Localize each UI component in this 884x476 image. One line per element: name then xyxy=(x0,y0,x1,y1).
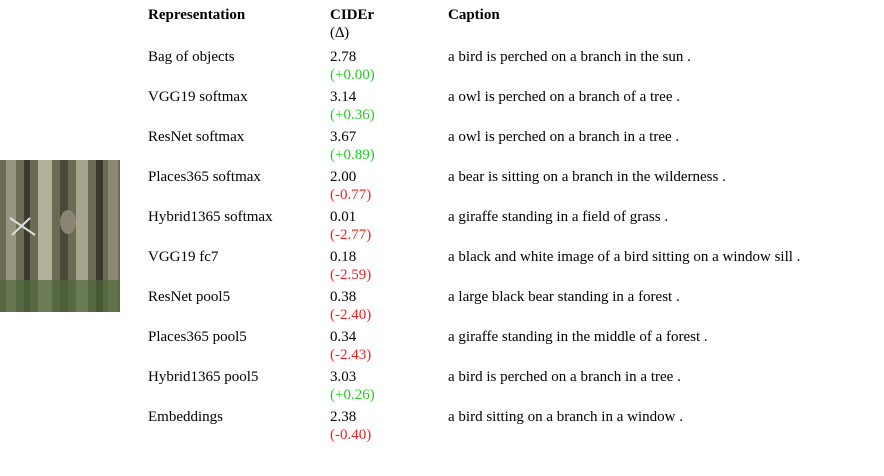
trunk xyxy=(38,160,52,312)
representation: Places365 softmax xyxy=(148,169,261,185)
caption: a giraffe standing in the middle of a fo… xyxy=(448,329,708,345)
cider: 3.03 xyxy=(330,369,357,385)
delta: (+0.00) xyxy=(330,67,375,83)
cider: 0.01 xyxy=(330,209,357,225)
trunk xyxy=(60,160,68,312)
caption: a black and white image of a bird sittin… xyxy=(448,249,801,265)
delta: (-0.40) xyxy=(330,427,372,443)
header-cider: CIDEr xyxy=(330,7,375,23)
caption: a bear is sitting on a branch in the wil… xyxy=(448,169,726,185)
representation: Bag of objects xyxy=(148,49,235,65)
caption: a owl is perched on a branch in a tree . xyxy=(448,129,680,145)
delta: (-2.43) xyxy=(330,347,372,363)
header-caption: Caption xyxy=(448,7,500,23)
cider: 0.18 xyxy=(330,249,357,265)
branch xyxy=(11,217,31,236)
trunk xyxy=(24,160,30,312)
branch xyxy=(9,217,36,236)
delta: (+0.36) xyxy=(330,107,375,123)
header-representation: Representation xyxy=(148,7,246,23)
cider: 3.67 xyxy=(330,129,357,145)
caption: a bird is perched on a branch in a tree … xyxy=(448,369,681,385)
representation: ResNet pool5 xyxy=(148,289,231,305)
representation: VGG19 softmax xyxy=(148,89,248,105)
trunk xyxy=(76,160,88,312)
cider: 0.34 xyxy=(330,329,357,345)
cider: 2.38 xyxy=(330,409,357,425)
cider: 0.38 xyxy=(330,289,357,305)
delta: (+0.89) xyxy=(330,147,375,163)
caption: a bird sitting on a branch in a window . xyxy=(448,409,683,425)
header-delta: (∆) xyxy=(330,25,350,41)
cider: 2.00 xyxy=(330,169,357,185)
representation: Places365 pool5 xyxy=(148,329,247,345)
caption: a bird is perched on a branch in the sun… xyxy=(448,49,691,65)
trunk xyxy=(96,160,103,312)
representation: Hybrid1365 softmax xyxy=(148,209,273,225)
delta: (+0.26) xyxy=(330,387,375,403)
foliage xyxy=(0,280,120,312)
representation: Embeddings xyxy=(148,409,223,425)
caption: a giraffe standing in a field of grass . xyxy=(448,209,669,225)
trunk xyxy=(108,160,118,312)
delta: (-2.59) xyxy=(330,267,372,283)
representation: VGG19 fc7 xyxy=(148,249,219,265)
caption: a large black bear standing in a forest … xyxy=(448,289,680,305)
cider: 2.78 xyxy=(330,49,357,65)
delta: (-0.77) xyxy=(330,187,372,203)
delta: (-2.77) xyxy=(330,227,372,243)
cider: 3.14 xyxy=(330,89,357,105)
delta: (-2.40) xyxy=(330,307,372,323)
owl xyxy=(60,210,76,234)
trunk xyxy=(6,160,16,312)
representation: ResNet softmax xyxy=(148,129,245,145)
caption: a owl is perched on a branch of a tree . xyxy=(448,89,680,105)
photo xyxy=(0,160,120,312)
representation: Hybrid1365 pool5 xyxy=(148,369,259,385)
